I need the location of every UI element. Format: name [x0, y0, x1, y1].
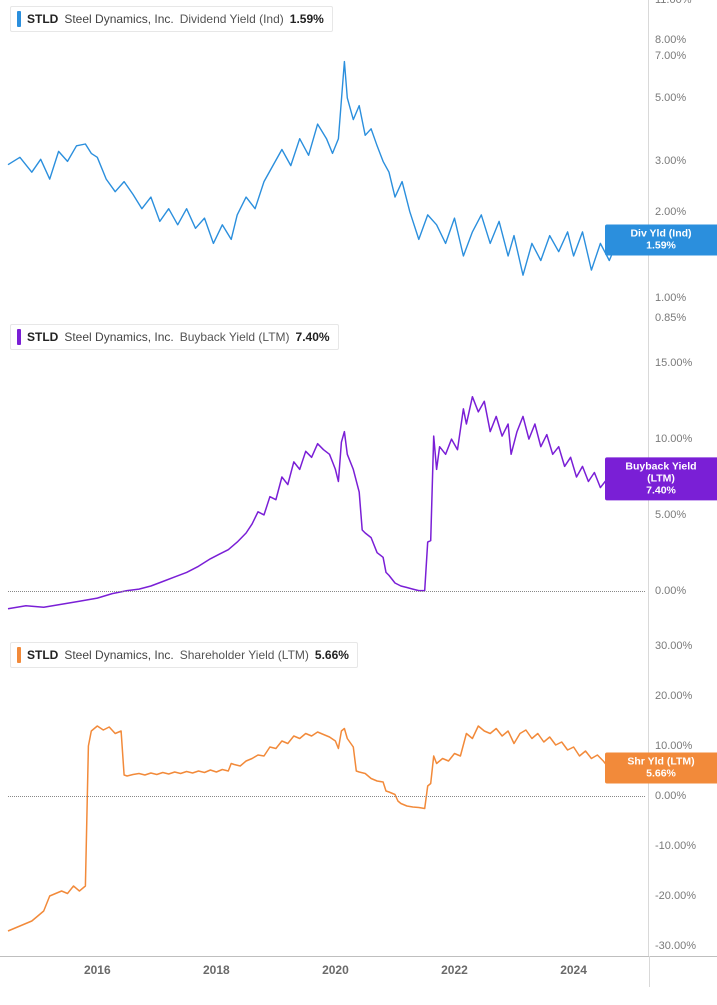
y-tick-label: 7.00%: [655, 50, 686, 62]
buyback-current-value-badge: Buyback Yield (LTM)7.40%: [605, 457, 717, 500]
legend-company-name: Steel Dynamics, Inc.: [64, 648, 173, 662]
y-tick-label: 20.00%: [655, 690, 692, 702]
y-tick-label: 0.00%: [655, 585, 686, 597]
x-tick-label: 2024: [560, 963, 587, 977]
dividend-line: [8, 0, 645, 318]
y-tick-label: 8.00%: [655, 34, 686, 46]
legend-company-name: Steel Dynamics, Inc.: [64, 330, 173, 344]
legend-value: 7.40%: [296, 330, 330, 344]
legend-color-swatch: [17, 11, 21, 27]
y-tick-label: 15.00%: [655, 357, 692, 369]
legend-company-name: Steel Dynamics, Inc.: [64, 12, 173, 26]
shareholder-y-axis: -30.00% -20.00% -10.00% 0.00% 10.00% 20.00% 30…: [648, 636, 717, 956]
badge-label: Div Yld (Ind): [611, 228, 711, 240]
x-tick-label: 2022: [441, 963, 468, 977]
badge-value: 1.59%: [611, 240, 711, 252]
y-tick-label: 3.00%: [655, 155, 686, 167]
dividend-legend[interactable]: STLD Steel Dynamics, Inc. Dividend Yield (…: [10, 6, 333, 32]
buyback-legend[interactable]: STLD Steel Dynamics, Inc. Buyback Yield (L…: [10, 324, 339, 350]
y-tick-label: -10.00%: [655, 840, 696, 852]
y-tick-label: -20.00%: [655, 890, 696, 902]
legend-color-swatch: [17, 647, 21, 663]
y-tick-label: 0.00%: [655, 790, 686, 802]
legend-symbol: STLD: [27, 12, 58, 26]
shareholder-legend[interactable]: STLD Steel Dynamics, Inc. Shareholder Yiel…: [10, 642, 358, 668]
legend-symbol: STLD: [27, 648, 58, 662]
x-tick-label: 2016: [84, 963, 111, 977]
legend-symbol: STLD: [27, 330, 58, 344]
y-tick-label: 10.00%: [655, 433, 692, 445]
y-tick-label: 2.00%: [655, 206, 686, 218]
legend-metric: Dividend Yield (Ind): [180, 12, 284, 26]
shareholder-zero-line: [8, 796, 645, 797]
y-tick-label: 1.00%: [655, 292, 686, 304]
y-tick-label: 11.00%: [655, 0, 692, 6]
legend-metric: Shareholder Yield (LTM): [180, 648, 309, 662]
chart-stack: 0.85%1.00%2.00%3.00%5.00%7.00%8.00%11.00…: [0, 0, 717, 987]
x-axis: 2016 2018 2020 2022 2024: [0, 956, 717, 987]
badge-value: 5.66%: [611, 767, 711, 779]
buyback-line: [8, 318, 645, 636]
y-tick-label: -30.00%: [655, 940, 696, 952]
legend-value: 5.66%: [315, 648, 349, 662]
y-tick-label: 30.00%: [655, 640, 692, 652]
legend-metric: Buyback Yield (LTM): [180, 330, 290, 344]
dividend-y-axis: 0.85%1.00%2.00%3.00%5.00%7.00%8.00%11.00…: [648, 0, 717, 318]
legend-color-swatch: [17, 329, 21, 345]
buyback-zero-line: [8, 591, 645, 592]
panel-shareholder[interactable]: -30.00% -20.00% -10.00% 0.00% 10.00% 20.00% 30…: [0, 636, 717, 956]
y-tick-label: 5.00%: [655, 509, 686, 521]
panel-buyback[interactable]: 0.00% 5.00% 10.00% 15.00% Buyback Yield (LTM…: [0, 318, 717, 636]
badge-label: Buyback Yield (LTM): [611, 460, 711, 484]
x-tick-label: 2020: [322, 963, 349, 977]
legend-value: 1.59%: [290, 12, 324, 26]
badge-label: Shr Yld (LTM): [611, 755, 711, 767]
badge-value: 7.40%: [611, 484, 711, 496]
shareholder-current-value-badge: Shr Yld (LTM)5.66%: [605, 752, 717, 783]
y-tick-label: 10.00%: [655, 740, 692, 752]
x-tick-label: 2018: [203, 963, 230, 977]
dividend-current-value-badge: Div Yld (Ind)1.59%: [605, 225, 717, 256]
y-tick-label: 5.00%: [655, 92, 686, 104]
panel-dividend[interactable]: 0.85%1.00%2.00%3.00%5.00%7.00%8.00%11.00…: [0, 0, 717, 318]
